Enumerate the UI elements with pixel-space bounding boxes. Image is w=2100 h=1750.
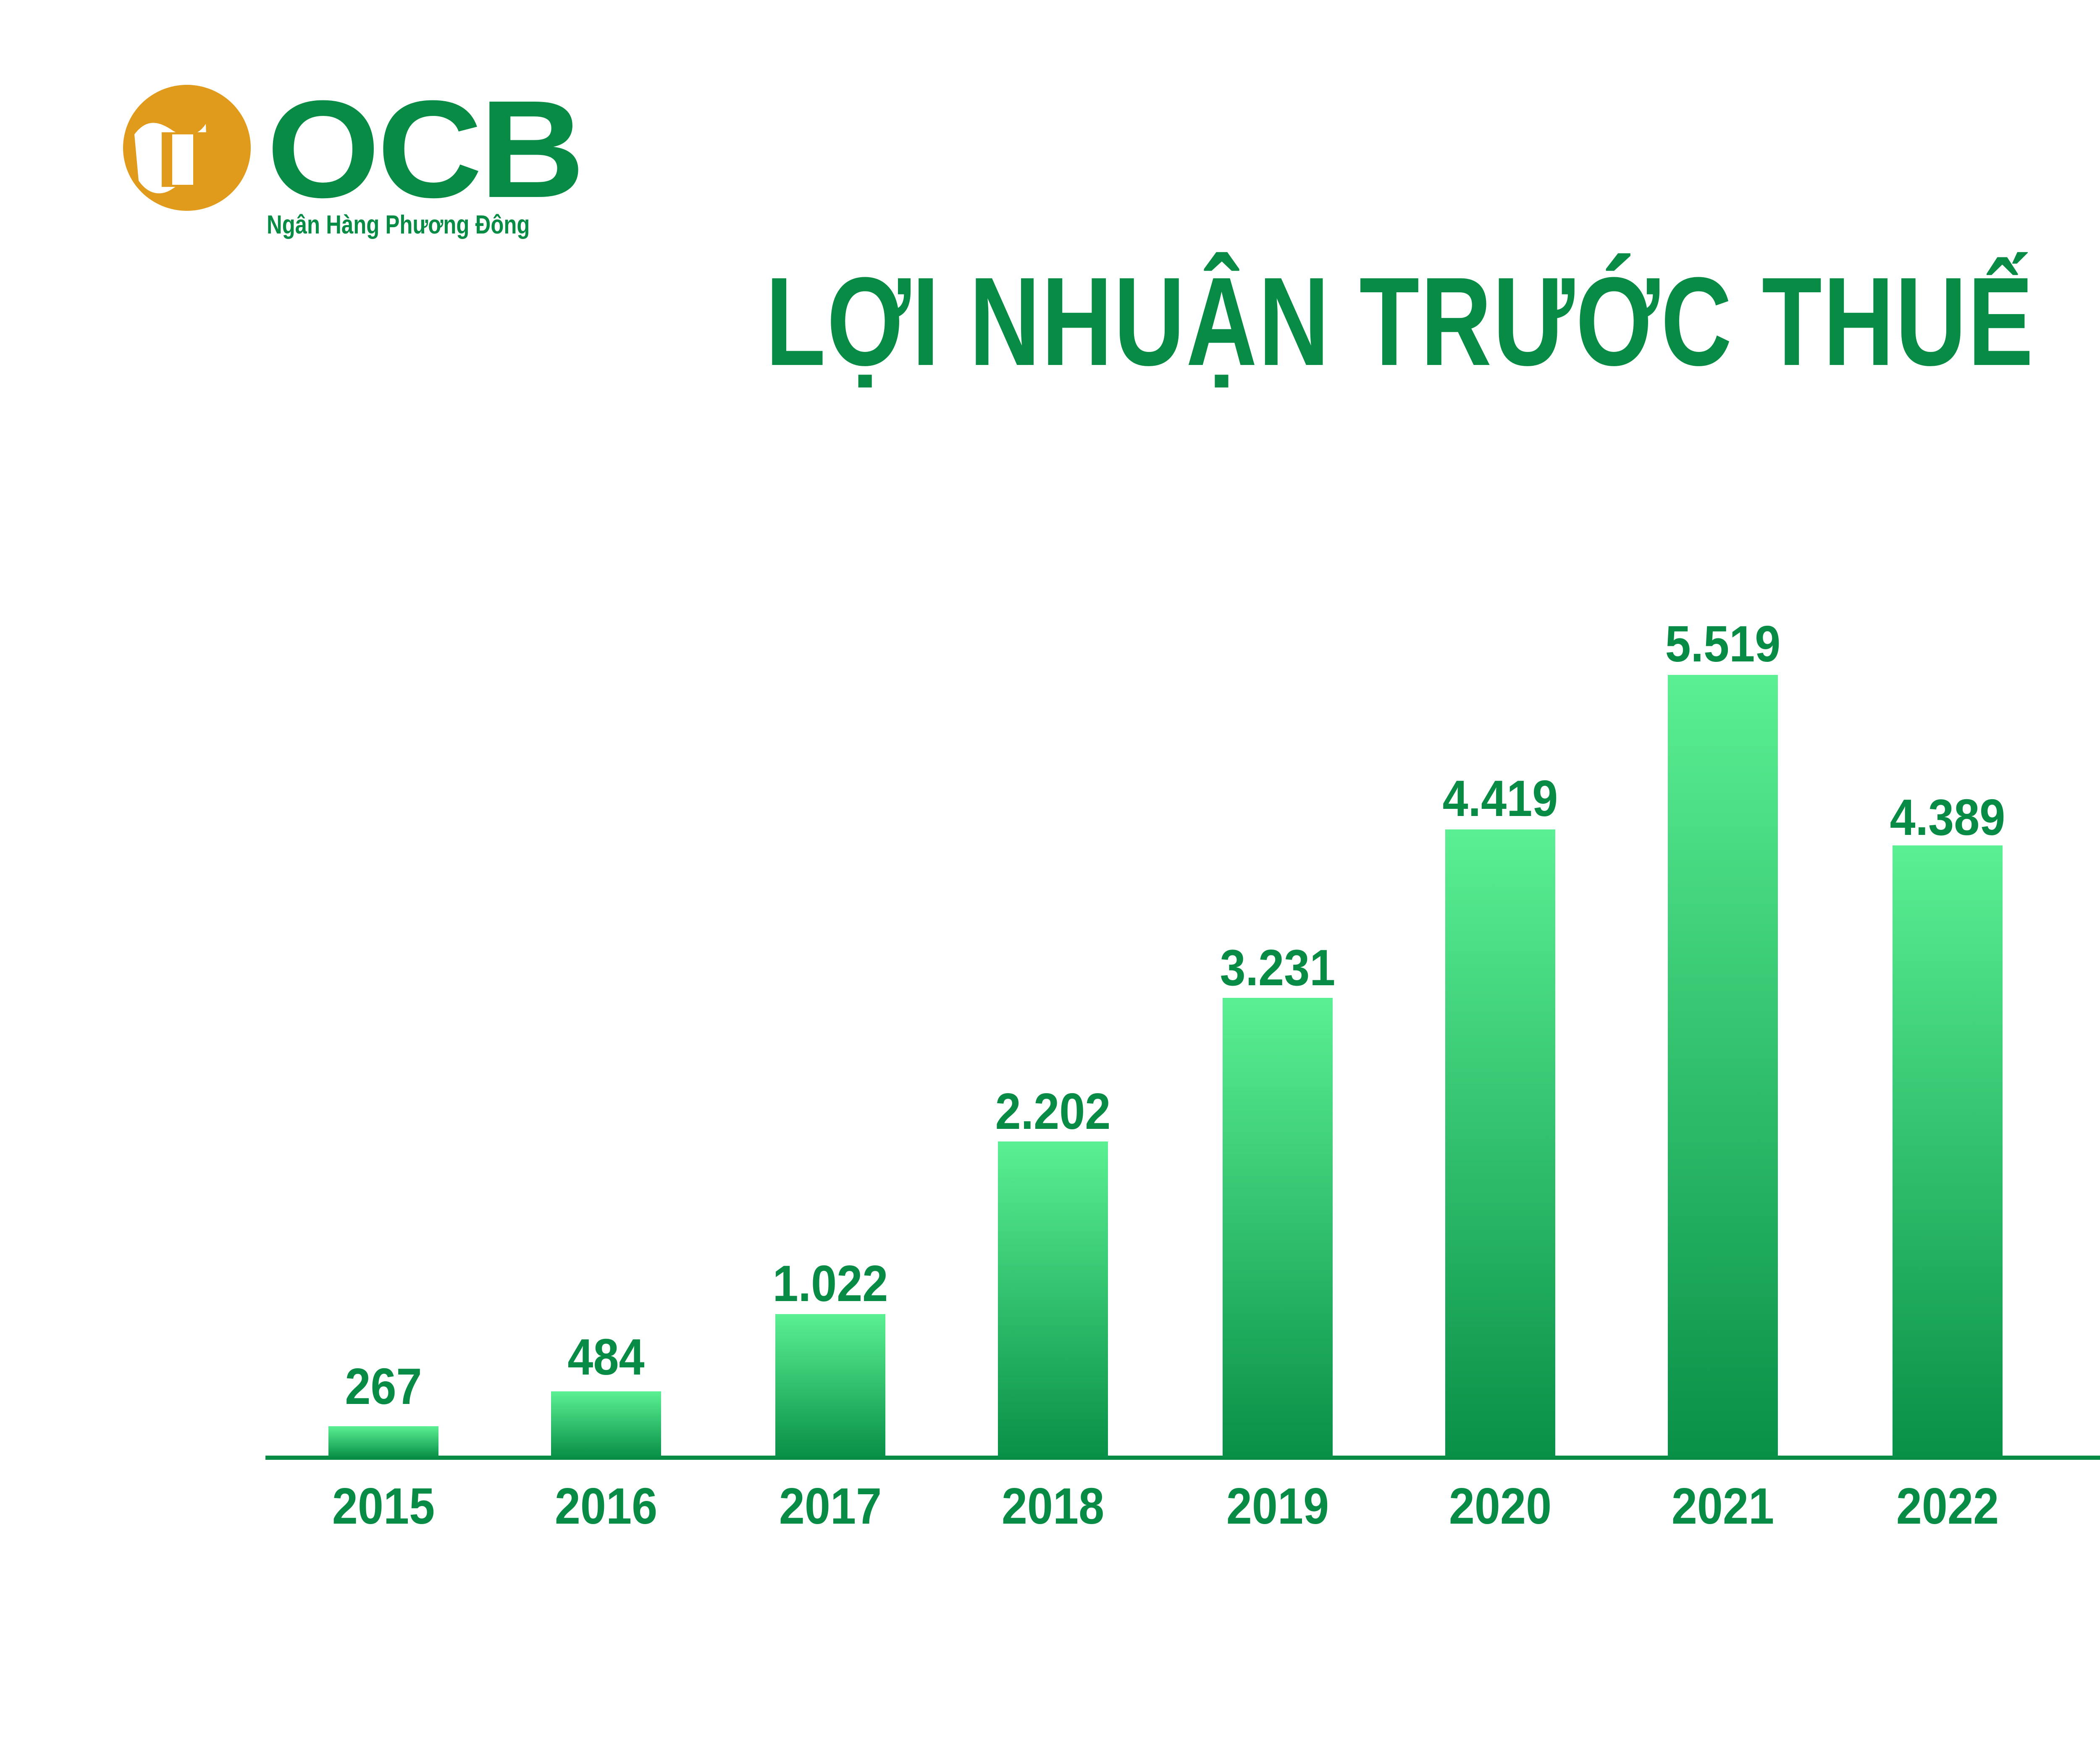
category-label-2015: 2015	[332, 1477, 435, 1535]
ocb-logo: OCB Ngân Hàng Phương Đông	[122, 80, 585, 252]
bar-2016	[551, 1391, 661, 1457]
category-label-2017: 2017	[779, 1477, 882, 1535]
category-label-2022: 2022	[1896, 1477, 1999, 1535]
value-label-2017: 1.022	[772, 1255, 888, 1312]
value-label-2015: 267	[345, 1358, 422, 1415]
bar-2021	[1668, 675, 1778, 1457]
value-label-2018: 2.202	[995, 1083, 1111, 1140]
category-label-2018: 2018	[1001, 1477, 1105, 1535]
bar-2018	[998, 1141, 1108, 1457]
value-label-2021: 5.519	[1665, 615, 1781, 672]
value-label-2023: 4.139	[2057, 814, 2100, 865]
ocb-wordmark: OCB	[267, 71, 585, 226]
ocb-subtitle: Ngân Hàng Phương Đông	[267, 210, 530, 239]
ocb-logo-mark-icon	[123, 85, 251, 211]
category-label-2020: 2020	[1449, 1477, 1552, 1535]
value-label-2016: 484	[567, 1328, 645, 1385]
bar-2022	[1893, 845, 2003, 1457]
bar-2019	[1223, 998, 1333, 1457]
value-label-2019: 3.231	[1220, 939, 1336, 996]
chart-title: LỢI NHUẬN TRƯỚC THUẾ	[765, 251, 2035, 392]
x-axis-line	[265, 1456, 2100, 1460]
category-label-2021: 2021	[1671, 1477, 1774, 1535]
category-label-2016: 2016	[554, 1477, 658, 1535]
value-label-2022: 4.389	[1890, 789, 2006, 846]
bar-2020	[1445, 829, 1555, 1457]
bar-2015	[328, 1426, 438, 1457]
category-label-2019: 2019	[1226, 1477, 1329, 1535]
value-label-2020: 4.419	[1442, 770, 1558, 827]
category-label-2023: 2023	[2057, 1480, 2100, 1532]
bar-2017	[775, 1314, 885, 1457]
